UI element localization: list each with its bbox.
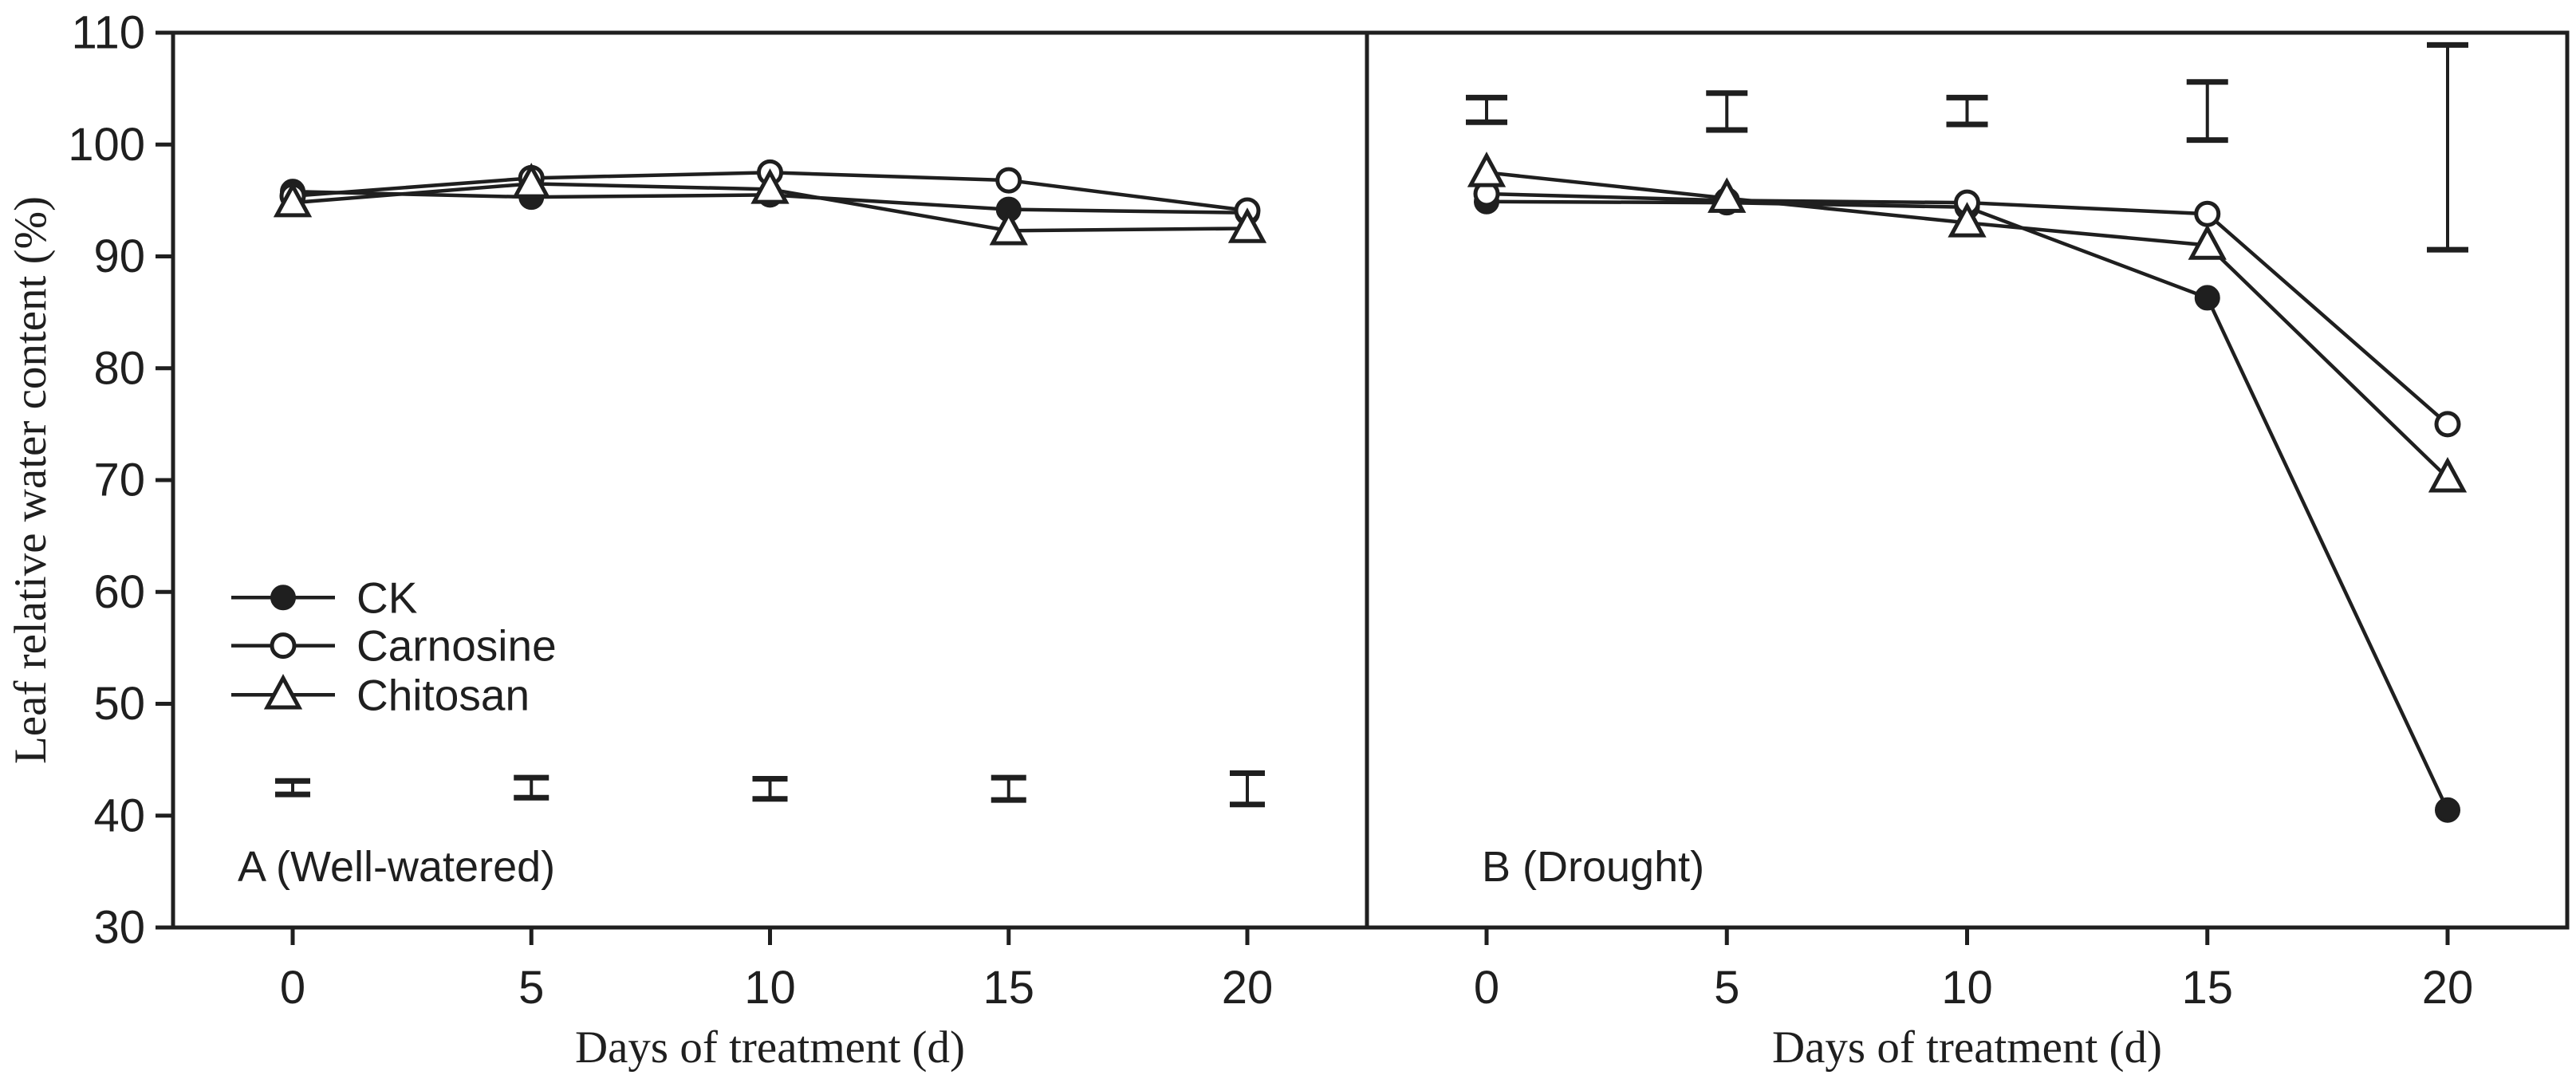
panel-label: A (Well-watered) — [238, 843, 555, 891]
marker-open-triangle-chitosan — [1707, 177, 1747, 213]
marker-open-triangle-chitosan — [273, 181, 313, 218]
y-tick-label: 100 — [68, 119, 145, 171]
marker-open-triangle-chitosan — [2428, 456, 2468, 493]
marker-open-circle-carnosine — [995, 167, 1022, 194]
y-tick-label: 90 — [93, 230, 145, 282]
open-triangle-icon — [263, 674, 303, 710]
legend-label: CK — [356, 573, 418, 622]
y-tick-label: 60 — [93, 566, 145, 618]
legend-label: Carnosine — [356, 621, 557, 671]
y-tick-label: 50 — [93, 678, 145, 730]
y-tick-label: 30 — [93, 902, 145, 954]
marker-open-triangle-chitosan — [750, 168, 790, 204]
x-tick-label: 10 — [1941, 962, 1993, 1014]
legend-label: Chitosan — [356, 670, 530, 719]
y-tick-label: 70 — [93, 455, 145, 506]
x-tick-label: 15 — [983, 962, 1034, 1014]
y-tick-label: 40 — [93, 790, 145, 841]
marker-open-triangle-chitosan — [512, 163, 551, 199]
x-tick-label: 10 — [744, 962, 796, 1014]
x-tick-label: 5 — [518, 962, 544, 1014]
marker-open-triangle-chitosan — [2188, 224, 2227, 260]
marker-open-circle-carnosine — [2194, 200, 2221, 227]
marker-filled-circle-ck — [2435, 797, 2460, 823]
y-tick-label: 80 — [93, 342, 145, 394]
y-axis-title: Leaf relative water content (%) — [6, 196, 56, 764]
x-tick-label: 15 — [2181, 962, 2233, 1014]
x-tick-label: 0 — [280, 962, 305, 1014]
marker-open-triangle-chitosan — [1227, 207, 1267, 243]
y-tick-label: 110 — [72, 7, 145, 59]
marker-filled-circle-ck — [2194, 285, 2220, 311]
x-tick-label: 20 — [2422, 962, 2474, 1014]
series-line-ck — [1486, 199, 2450, 811]
marker-open-triangle-chitosan — [1467, 152, 1507, 187]
panel-label: B (Drought) — [1482, 843, 1704, 891]
open-circle-icon — [270, 632, 297, 660]
marker-open-triangle-chitosan — [1948, 202, 1987, 238]
x-tick-label: 0 — [1474, 962, 1499, 1014]
x-tick-label: 5 — [1714, 962, 1739, 1014]
marker-open-triangle-chitosan — [989, 210, 1028, 246]
x-axis-title: Days of treatment (d) — [575, 1022, 965, 1073]
marker-open-circle-carnosine — [2434, 411, 2461, 438]
x-tick-label: 20 — [1222, 962, 1274, 1014]
filled-circle-icon — [270, 585, 296, 611]
x-axis-title: Days of treatment (d) — [1772, 1022, 2162, 1073]
